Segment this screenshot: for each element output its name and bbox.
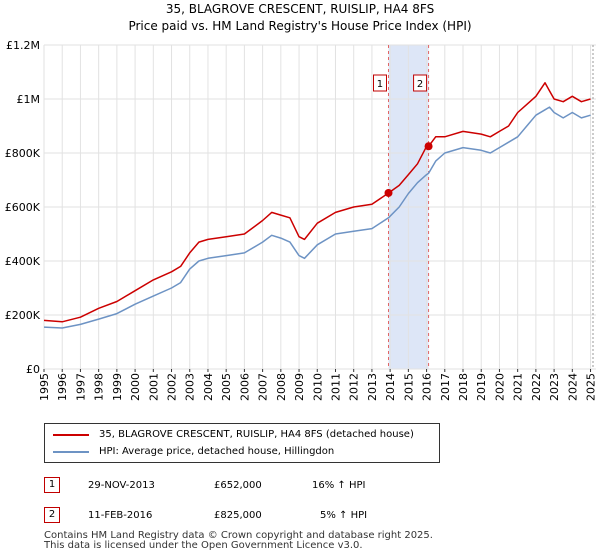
x-tick-label: 2015: [402, 373, 415, 401]
x-tick-label: 1996: [56, 373, 69, 401]
legend: 35, BLAGROVE CRESCENT, RUISLIP, HA4 8FS …: [44, 423, 440, 463]
legend-item-hpi: HPI: Average price, detached house, Hill…: [53, 446, 334, 457]
sale-label: 1: [377, 79, 383, 90]
x-tick-label: 2019: [475, 373, 488, 401]
transaction-row: 1 29-NOV-2013 £652,000 16% ↑ HPI: [44, 477, 584, 495]
x-tick-label: 2006: [238, 373, 251, 401]
x-tick-label: 2017: [439, 373, 452, 401]
chart-title: 35, BLAGROVE CRESCENT, RUISLIP, HA4 8FS: [166, 2, 434, 16]
sale-label-box: [372, 74, 387, 92]
sale-point: [384, 188, 393, 197]
sale-point: [424, 142, 433, 151]
x-tick-label: 1995: [38, 373, 51, 401]
transaction-number: 1: [44, 477, 60, 493]
x-tick-label: 2010: [311, 373, 324, 401]
footer: Contains HM Land Registry data © Crown c…: [44, 531, 433, 551]
x-tick-label: 2008: [275, 373, 288, 401]
x-tick-label: 2025: [585, 373, 598, 401]
x-tick-label: 2021: [512, 373, 525, 401]
sale-label-box: [413, 74, 428, 92]
x-tick-label: 1999: [111, 373, 124, 401]
x-tick-label: 2012: [348, 373, 361, 401]
price-chart: 35, BLAGROVE CRESCENT, RUISLIP, HA4 8FS …: [5, 2, 598, 401]
y-tick-label: £400K: [5, 255, 41, 268]
x-tick-label: 2001: [147, 373, 160, 401]
y-tick-label: £0: [26, 363, 40, 376]
legend-item-property: 35, BLAGROVE CRESCENT, RUISLIP, HA4 8FS …: [53, 429, 414, 440]
x-tick-label: 2007: [257, 373, 270, 401]
x-tick-label: 2024: [566, 373, 579, 401]
transaction-number: 2: [44, 507, 60, 523]
y-tick-label: £600K: [5, 201, 41, 214]
legend-swatch-property: [53, 433, 89, 436]
x-tick-label: 2003: [184, 373, 197, 401]
footer-licence: This data is licensed under the Open Gov…: [44, 540, 363, 551]
y-tick-label: £800K: [5, 147, 41, 160]
y-tick-label: £1M: [17, 93, 41, 106]
chart-subtitle: Price paid vs. HM Land Registry's House …: [128, 19, 471, 33]
footer-copyright: Contains HM Land Registry data © Crown c…: [44, 530, 433, 541]
x-tick-label: 2022: [530, 373, 543, 401]
sale-label: 2: [417, 79, 423, 90]
x-tick-label: 2018: [457, 373, 470, 401]
transaction-hpi: 5% ↑ HPI: [320, 510, 368, 521]
x-tick-label: 2000: [129, 373, 142, 401]
transaction-date: 11-FEB-2016: [88, 510, 153, 521]
x-tick-label: 1997: [74, 373, 87, 401]
x-tick-label: 2004: [202, 373, 215, 401]
x-tick-label: 2023: [548, 373, 561, 401]
transaction-price: £825,000: [214, 510, 262, 521]
legend-swatch-hpi: [53, 450, 89, 453]
y-tick-label: £1.2M: [6, 39, 40, 52]
x-tick-label: 2013: [366, 373, 379, 401]
transaction-hpi: 16% ↑ HPI: [312, 480, 366, 491]
x-tick-label: 2009: [293, 373, 306, 401]
x-tick-label: 2005: [220, 373, 233, 401]
transaction-date: 29-NOV-2013: [88, 480, 155, 491]
legend-label-property: 35, BLAGROVE CRESCENT, RUISLIP, HA4 8FS …: [99, 429, 414, 440]
x-tick-label: 2002: [166, 373, 179, 401]
x-tick-label: 1998: [93, 373, 106, 401]
transaction-row: 2 11-FEB-2016 £825,000 5% ↑ HPI: [44, 507, 584, 525]
x-tick-label: 2020: [493, 373, 506, 401]
transaction-price: £652,000: [214, 480, 262, 491]
series-line-hpi: [43, 106, 591, 329]
series-line-property: [43, 82, 591, 323]
y-tick-label: £200K: [5, 309, 41, 322]
x-tick-label: 2011: [329, 373, 342, 401]
x-tick-label: 2014: [384, 373, 397, 401]
x-tick-label: 2016: [421, 373, 434, 401]
legend-label-hpi: HPI: Average price, detached house, Hill…: [99, 446, 335, 457]
